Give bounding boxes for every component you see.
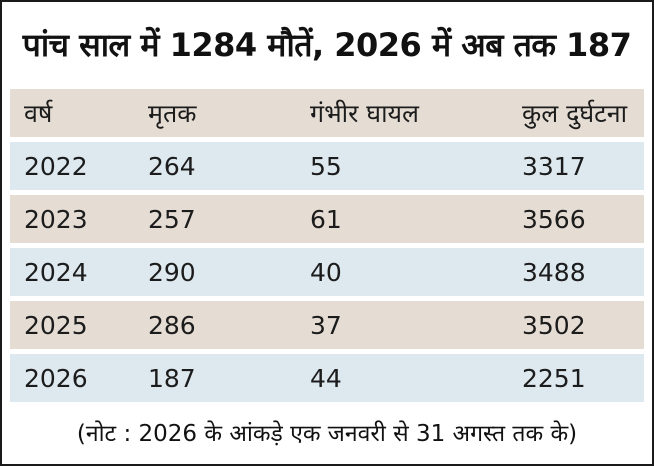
- cell-deaths: 264: [134, 142, 296, 190]
- cell-deaths: 286: [134, 301, 296, 349]
- table-row: 2022 264 55 3317: [10, 142, 644, 190]
- cell-serious-injuries: 55: [296, 142, 508, 190]
- cell-year: 2026: [10, 354, 134, 402]
- cell-deaths: 187: [134, 354, 296, 402]
- table-row: 2025 286 37 3502: [10, 301, 644, 349]
- cell-serious-injuries: 61: [296, 195, 508, 243]
- footnote: (नोट : 2026 के आंकड़े एक जनवरी से 31 अगस…: [76, 421, 578, 447]
- table-row: 2024 290 40 3488: [10, 248, 644, 296]
- cell-year: 2022: [10, 142, 134, 190]
- table-row: 2026 187 44 2251: [10, 354, 644, 402]
- table-header-row: वर्ष मृतक गंभीर घायल कुल दुर्घटना: [10, 89, 644, 137]
- header-deaths: मृतक: [134, 89, 296, 137]
- chart-title: पांच साल में 1284 मौतें, 2026 में अब तक …: [22, 26, 632, 64]
- cell-total-accidents: 3502: [508, 301, 644, 349]
- cell-deaths: 290: [134, 248, 296, 296]
- cell-serious-injuries: 37: [296, 301, 508, 349]
- cell-year: 2023: [10, 195, 134, 243]
- cell-year: 2024: [10, 248, 134, 296]
- header-year: वर्ष: [10, 89, 134, 137]
- cell-total-accidents: 3488: [508, 248, 644, 296]
- cell-year: 2025: [10, 301, 134, 349]
- cell-total-accidents: 3566: [508, 195, 644, 243]
- table-row: 2023 257 61 3566: [10, 195, 644, 243]
- header-serious-injuries: गंभीर घायल: [296, 89, 508, 137]
- cell-total-accidents: 3317: [508, 142, 644, 190]
- data-table: वर्ष मृतक गंभीर घायल कुल दुर्घटना 2022 2…: [10, 84, 644, 407]
- cell-deaths: 257: [134, 195, 296, 243]
- header-total-accidents: कुल दुर्घटना: [508, 89, 644, 137]
- cell-serious-injuries: 44: [296, 354, 508, 402]
- cell-total-accidents: 2251: [508, 354, 644, 402]
- cell-serious-injuries: 40: [296, 248, 508, 296]
